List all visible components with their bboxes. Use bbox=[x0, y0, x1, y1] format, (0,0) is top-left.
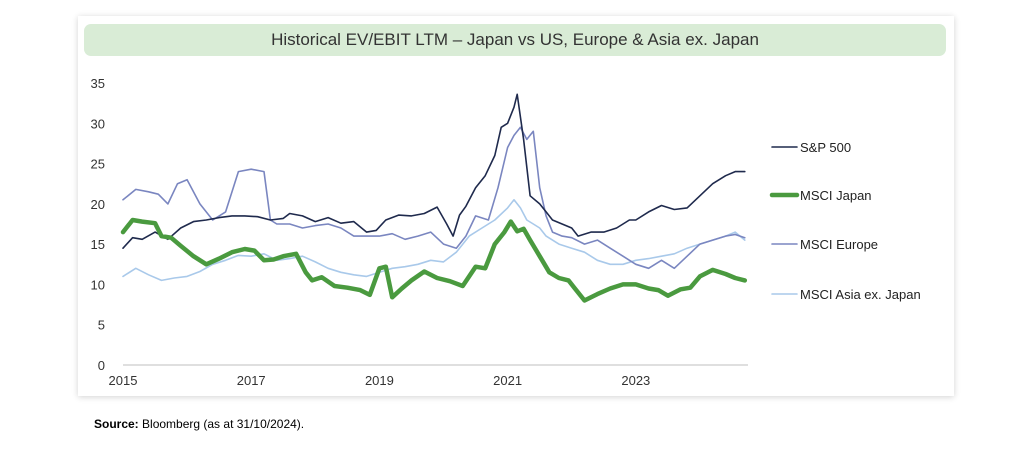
y-tick-label: 25 bbox=[91, 157, 105, 172]
series-line-msci-asia-ex-japan bbox=[122, 199, 746, 282]
y-tick-label: 10 bbox=[91, 277, 105, 292]
x-tick-label: 2021 bbox=[493, 373, 522, 388]
chart-title: Historical EV/EBIT LTM – Japan vs US, Eu… bbox=[84, 24, 946, 56]
legend-label-msci-europe: MSCI Europe bbox=[800, 237, 878, 252]
y-tick-label: 30 bbox=[91, 116, 105, 131]
chart-title-text: Historical EV/EBIT LTM – Japan vs US, Eu… bbox=[271, 30, 759, 49]
y-tick-label: 15 bbox=[91, 237, 105, 252]
chart-legend: S&P 500 MSCI Japan MSCI Europe MSCI Asia ex… bbox=[769, 140, 921, 302]
series-line-s-p-500 bbox=[122, 93, 746, 249]
x-tick-label: 2015 bbox=[109, 373, 138, 388]
x-tick-label: 2019 bbox=[365, 373, 394, 388]
series-line-msci-europe bbox=[122, 126, 746, 270]
series-layer bbox=[120, 93, 748, 303]
series-line-msci-japan bbox=[120, 217, 748, 303]
legend-label-s-p-500: S&P 500 bbox=[800, 140, 851, 155]
y-tick-label: 20 bbox=[91, 197, 105, 212]
chart-card bbox=[78, 16, 954, 396]
source-label: Source: bbox=[94, 417, 139, 431]
legend-label-msci-japan: MSCI Japan bbox=[800, 188, 872, 203]
chart-axes: 0 5 10 15 20 25 30 35 2015 2017 2019 2021 2023 bbox=[91, 76, 748, 388]
legend-label-msci-asia-ex-japan: MSCI Asia ex. Japan bbox=[800, 287, 921, 302]
x-tick-label: 2017 bbox=[237, 373, 266, 388]
y-tick-label: 5 bbox=[98, 318, 105, 333]
source-text: Bloomberg (as at 31/10/2024). bbox=[138, 417, 305, 431]
y-tick-label: 35 bbox=[91, 76, 105, 91]
source-note: Source: Bloomberg (as at 31/10/2024). bbox=[94, 417, 304, 431]
y-tick-label: 0 bbox=[98, 358, 105, 373]
x-tick-label: 2023 bbox=[621, 373, 650, 388]
